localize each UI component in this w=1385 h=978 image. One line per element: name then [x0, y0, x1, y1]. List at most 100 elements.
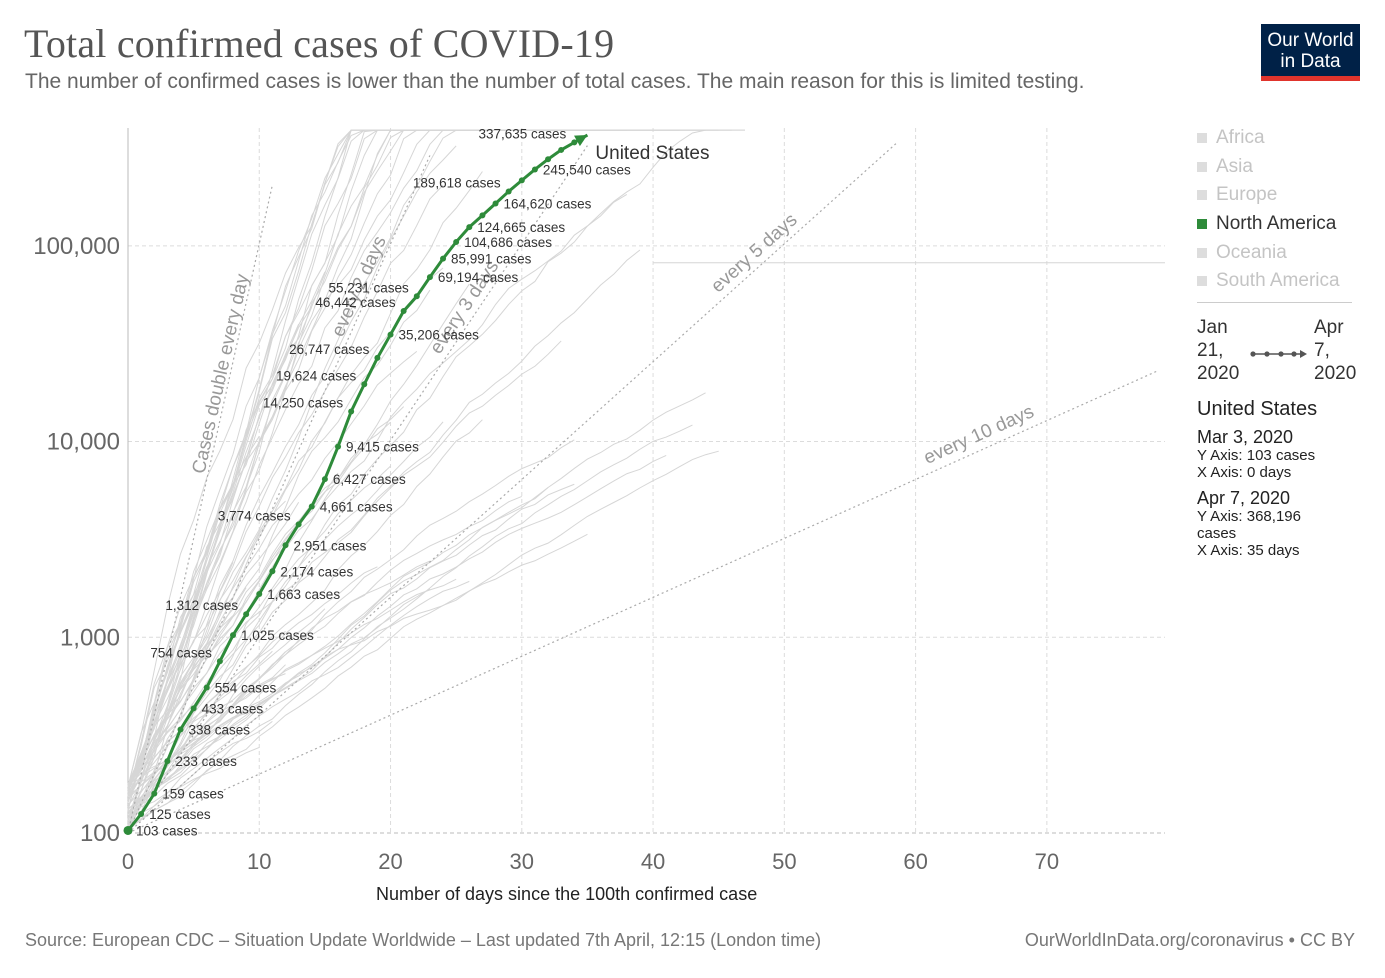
- doubling-line-1: [127, 184, 273, 834]
- legend-swatch: [1197, 161, 1207, 172]
- point-label: 433 cases: [202, 701, 264, 716]
- credit-link[interactable]: OurWorldInData.org/coronavirus • CC BY: [1024, 930, 1355, 950]
- data-point: [361, 381, 368, 388]
- point-label: 14,250 cases: [263, 395, 344, 410]
- other-country-line: [127, 129, 549, 820]
- point-label: 46,442 cases: [315, 295, 396, 310]
- point-label: 189,618 cases: [413, 175, 501, 190]
- other-country-line: [127, 578, 457, 788]
- other-country-line: [127, 496, 522, 800]
- point-label: 35,206 cases: [399, 328, 480, 343]
- legend-item-north-america[interactable]: North America: [1197, 210, 1357, 239]
- data-point: [545, 156, 552, 163]
- legend-item-africa[interactable]: Africa: [1197, 124, 1357, 153]
- data-point: [177, 726, 184, 733]
- data-point: [453, 238, 460, 245]
- other-country-line: [127, 560, 431, 813]
- x-tick-label: 70: [1035, 849, 1059, 874]
- data-point: [335, 443, 342, 450]
- data-point: [479, 212, 486, 219]
- legend-item-south-america[interactable]: South America: [1197, 267, 1357, 296]
- x-tick-label: 50: [772, 849, 796, 874]
- legend-swatch: [1197, 219, 1207, 230]
- point-label: 55,231 cases: [328, 280, 409, 295]
- legend-label: South America: [1216, 270, 1340, 292]
- timeline[interactable]: Jan 21, 2020 Apr 7, 2020: [1197, 316, 1367, 386]
- point-label: 245,540 cases: [543, 162, 631, 177]
- y-tick-label: 100: [80, 820, 120, 847]
- legend-item-europe[interactable]: Europe: [1197, 181, 1357, 210]
- timeline-slider[interactable]: [1250, 349, 1310, 359]
- legend-label: Europe: [1216, 184, 1278, 206]
- point-label: 125 cases: [149, 807, 211, 822]
- point-label: 85,991 cases: [451, 252, 532, 267]
- legend-swatch: [1197, 190, 1207, 201]
- data-point: [138, 811, 145, 818]
- timeline-start-day: 21,: [1197, 340, 1224, 361]
- point-label: 233 cases: [175, 754, 237, 769]
- other-country-line: [127, 421, 444, 798]
- timeline-handle-start: [1250, 351, 1256, 357]
- tooltip-country: United States: [1197, 398, 1318, 420]
- other-country-line: [127, 392, 706, 810]
- point-label: 3,774 cases: [218, 508, 291, 523]
- other-country-line: [127, 483, 575, 813]
- data-point: [571, 139, 578, 146]
- data-point: [216, 658, 223, 665]
- x-tick-label: 60: [903, 849, 927, 874]
- other-country-line: [127, 194, 628, 796]
- other-country-line: [127, 650, 273, 793]
- data-point: [558, 146, 565, 153]
- data-point: [426, 274, 433, 281]
- data-point: [308, 503, 315, 510]
- point-label: 69,194 cases: [438, 270, 519, 285]
- point-label: 164,620 cases: [504, 196, 592, 211]
- other-country-line: [127, 145, 457, 832]
- chart-plot[interactable]: 0 10 20 30 40 50 60 701001,00010,000100,000Case…: [0, 0, 1180, 880]
- other-country-line: [127, 580, 470, 831]
- data-point: [203, 684, 210, 691]
- other-country-line: [127, 283, 470, 833]
- legend-item-oceania[interactable]: Oceania: [1197, 238, 1357, 267]
- tooltip-y: Y Axis: 103 cases: [1197, 447, 1316, 464]
- data-point: [518, 177, 525, 184]
- other-country-line: [127, 129, 509, 790]
- other-country-line: [127, 129, 745, 786]
- point-label: 104,686 cases: [464, 235, 552, 250]
- doubling-label: every 5 days: [707, 209, 801, 297]
- legend: Africa Asia Europe North America Oceania…: [1197, 124, 1357, 303]
- point-label: 6,427 cases: [333, 472, 406, 487]
- other-country-line: [127, 746, 260, 820]
- point-label: 4,661 cases: [320, 499, 393, 514]
- legend-label: North America: [1216, 213, 1337, 235]
- legend-item-asia[interactable]: Asia: [1197, 153, 1357, 182]
- data-point: [256, 591, 263, 598]
- tooltip-point-end: Apr 7, 2020 Y Axis: 368,196 cases X Axis…: [1197, 489, 1367, 560]
- other-country-line: [127, 340, 562, 784]
- data-point: [269, 568, 276, 575]
- data-point: [531, 166, 538, 173]
- owid-logo[interactable]: Our World in Data: [1261, 24, 1360, 81]
- data-point: [400, 308, 407, 315]
- doubling-line-5: [127, 143, 897, 834]
- x-axis-label: Number of days since the 100th confirmed…: [376, 884, 758, 904]
- other-country-line: [127, 350, 418, 808]
- other-country-line: [127, 406, 405, 787]
- other-country-line: [127, 608, 326, 824]
- series-label-united-states: United States: [595, 143, 709, 164]
- point-label: 19,624 cases: [276, 368, 357, 383]
- data-point: [230, 632, 237, 639]
- legend-label: Oceania: [1216, 241, 1287, 263]
- data-point: [123, 825, 133, 835]
- point-label: 103 cases: [136, 823, 198, 838]
- legend-swatch: [1197, 247, 1207, 258]
- x-tick-label: 10: [247, 849, 271, 874]
- data-point: [348, 408, 355, 415]
- other-country-line: [127, 306, 313, 803]
- point-label: 754 cases: [150, 645, 212, 660]
- other-country-line: [127, 720, 273, 829]
- other-country-line: [127, 454, 667, 809]
- point-label: 2,951 cases: [294, 538, 367, 553]
- tooltip-panel: United States Mar 3, 2020 Y Axis: 103 ca…: [1197, 398, 1367, 567]
- timeline-end-year: 2020: [1314, 363, 1357, 384]
